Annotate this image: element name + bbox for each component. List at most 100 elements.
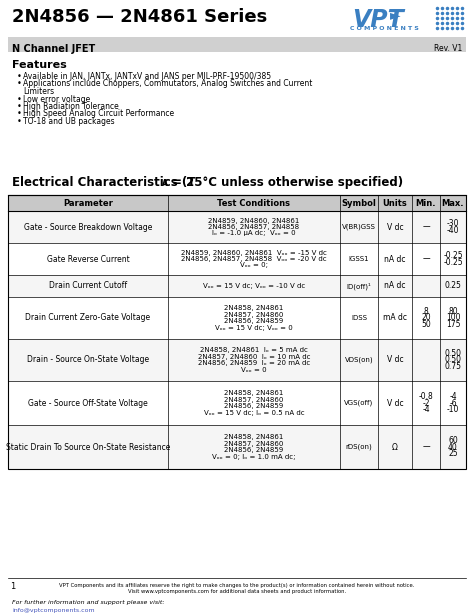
Text: ID(off)¹: ID(off)¹ (346, 282, 371, 290)
Text: Vₒₒ = 15 V dc; Vₒₒ = -10 V dc: Vₒₒ = 15 V dc; Vₒₒ = -10 V dc (203, 283, 305, 289)
Text: -0.8: -0.8 (419, 392, 433, 401)
Text: -10: -10 (447, 405, 459, 414)
Text: •: • (17, 117, 22, 126)
Bar (8, 243, 466, 275)
Bar (8, 297, 466, 339)
Text: 80: 80 (448, 307, 458, 316)
Text: 2N4859, 2N4860, 2N4861  Vₒₒ = -15 V dc: 2N4859, 2N4860, 2N4861 Vₒₒ = -15 V dc (181, 249, 327, 256)
Text: Vₒₒ = 0: Vₒₒ = 0 (241, 367, 267, 373)
Text: Static Drain To Source On-State Resistance: Static Drain To Source On-State Resistan… (6, 443, 170, 452)
Text: 2N4856 — 2N4861 Series: 2N4856 — 2N4861 Series (12, 8, 267, 26)
Bar (8, 339, 466, 381)
Text: -40: -40 (447, 226, 459, 235)
Text: A: A (162, 179, 168, 188)
Bar (8, 195, 466, 469)
Text: 40: 40 (448, 443, 458, 452)
Text: -4: -4 (422, 405, 430, 414)
Text: Applications include Choppers, Commutators, Analog Switches and Current: Applications include Choppers, Commutato… (23, 80, 312, 88)
Bar (8, 195, 466, 211)
Text: Drain Current Cutoff: Drain Current Cutoff (49, 281, 127, 291)
Text: Vₒₒ = 15 V dc; Iₒ = 0.5 nA dc: Vₒₒ = 15 V dc; Iₒ = 0.5 nA dc (204, 409, 304, 416)
Text: 50: 50 (421, 320, 431, 329)
Text: 1: 1 (10, 582, 15, 591)
Text: Features: Features (12, 60, 67, 70)
Text: 2N4856, 2N4859: 2N4856, 2N4859 (224, 447, 283, 453)
Text: 175: 175 (446, 320, 460, 329)
Text: -30: -30 (447, 219, 459, 228)
Text: N Channel JFET: N Channel JFET (12, 44, 95, 54)
Text: IGSS1: IGSS1 (349, 256, 369, 262)
Text: ►: ► (390, 8, 401, 22)
Text: 2N4856, 2N4859: 2N4856, 2N4859 (224, 318, 283, 324)
Text: 2N4858, 2N4861: 2N4858, 2N4861 (224, 305, 283, 311)
Text: Gate - Source Off-State Voltage: Gate - Source Off-State Voltage (28, 398, 148, 408)
Text: •: • (17, 80, 22, 88)
Text: = 25°C unless otherwise specified): = 25°C unless otherwise specified) (168, 176, 403, 189)
Text: Parameter: Parameter (63, 199, 113, 208)
Text: 20: 20 (421, 313, 431, 322)
Text: Ω: Ω (392, 443, 398, 452)
Text: •: • (17, 102, 22, 111)
Text: 2N4856, 2N4859  Iₒ = 20 mA dc: 2N4856, 2N4859 Iₒ = 20 mA dc (198, 360, 310, 366)
Text: -2: -2 (422, 398, 430, 408)
Text: Vₒₒ = 0;: Vₒₒ = 0; (240, 262, 268, 268)
Text: 0.50: 0.50 (445, 349, 462, 358)
Text: info@vptcomponents.com: info@vptcomponents.com (12, 608, 95, 613)
Bar (8, 37, 466, 52)
Text: Gate - Source Breakdown Voltage: Gate - Source Breakdown Voltage (24, 223, 152, 232)
Bar (8, 381, 466, 425)
Text: Limiters: Limiters (23, 87, 54, 96)
Text: 2N4856, 2N4859: 2N4856, 2N4859 (224, 403, 283, 409)
Text: 2N4858, 2N4861  Iₒ = 5 mA dc: 2N4858, 2N4861 Iₒ = 5 mA dc (200, 347, 308, 353)
Text: Rev. V1: Rev. V1 (434, 44, 462, 53)
Text: -0.25: -0.25 (443, 251, 463, 261)
Text: V dc: V dc (387, 356, 403, 365)
Text: •: • (17, 110, 22, 118)
Text: Electrical Characteristics (T: Electrical Characteristics (T (12, 176, 195, 189)
Text: 2N4858, 2N4861: 2N4858, 2N4861 (224, 434, 283, 440)
Text: 25: 25 (448, 449, 458, 458)
Text: •: • (17, 72, 22, 81)
Bar (8, 211, 466, 243)
Text: High Speed Analog Circuit Performance: High Speed Analog Circuit Performance (23, 110, 174, 118)
Text: 8: 8 (424, 307, 428, 316)
Text: rDS(on): rDS(on) (346, 444, 373, 451)
Text: Drain Current Zero-Gate Voltage: Drain Current Zero-Gate Voltage (26, 313, 151, 322)
Text: Vₒₒ = 0; Iₒ = 1.0 mA dc;: Vₒₒ = 0; Iₒ = 1.0 mA dc; (212, 454, 296, 460)
Text: 0.25: 0.25 (445, 281, 461, 291)
Text: Units: Units (383, 199, 407, 208)
Text: 2N4856, 2N4857, 2N4858: 2N4856, 2N4857, 2N4858 (209, 224, 300, 230)
Text: 2N4859, 2N4860, 2N4861: 2N4859, 2N4860, 2N4861 (208, 218, 300, 224)
Text: VDS(on): VDS(on) (345, 357, 374, 364)
Text: Min.: Min. (416, 199, 436, 208)
Bar (8, 425, 466, 469)
Text: 2N4857, 2N4860: 2N4857, 2N4860 (224, 441, 283, 447)
Text: Test Conditions: Test Conditions (218, 199, 291, 208)
Text: -4: -4 (449, 392, 457, 401)
Text: -0.25: -0.25 (443, 257, 463, 267)
Text: Gate Reverse Current: Gate Reverse Current (46, 254, 129, 264)
Text: 2N4857, 2N4860: 2N4857, 2N4860 (224, 312, 283, 318)
Text: V(BR)GSS: V(BR)GSS (342, 224, 376, 230)
Text: V dc: V dc (387, 223, 403, 232)
Text: Low error voltage: Low error voltage (23, 94, 90, 104)
Text: —: — (422, 254, 430, 264)
Text: -6: -6 (449, 398, 457, 408)
Text: 0.75: 0.75 (445, 362, 462, 371)
Text: mA dc: mA dc (383, 313, 407, 322)
Text: nA dc: nA dc (384, 254, 406, 264)
Text: Visit www.vptcomponents.com for additional data sheets and product information.: Visit www.vptcomponents.com for addition… (128, 589, 346, 594)
Text: Iₒ = -1.0 μA dc;  Vₒₒ = 0: Iₒ = -1.0 μA dc; Vₒₒ = 0 (212, 230, 296, 237)
Text: Available in JAN, JANTx, JANTxV and JANS per MIL-PRF-19500/385: Available in JAN, JANTx, JANTxV and JANS… (23, 72, 271, 81)
Text: Symbol: Symbol (342, 199, 376, 208)
Text: IDSS: IDSS (351, 315, 367, 321)
Text: —: — (422, 443, 430, 452)
Text: VPT Components and its affiliates reserve the right to make changes to the produ: VPT Components and its affiliates reserv… (59, 583, 415, 588)
Bar (8, 275, 466, 297)
Text: High Radiation Tolerance: High Radiation Tolerance (23, 102, 119, 111)
Text: nA dc: nA dc (384, 281, 406, 291)
Text: 2N4857, 2N4860  Iₒ = 10 mA dc: 2N4857, 2N4860 Iₒ = 10 mA dc (198, 354, 310, 360)
Text: —: — (422, 223, 430, 232)
Text: TO-18 and UB packages: TO-18 and UB packages (23, 117, 115, 126)
Text: •: • (17, 94, 22, 104)
